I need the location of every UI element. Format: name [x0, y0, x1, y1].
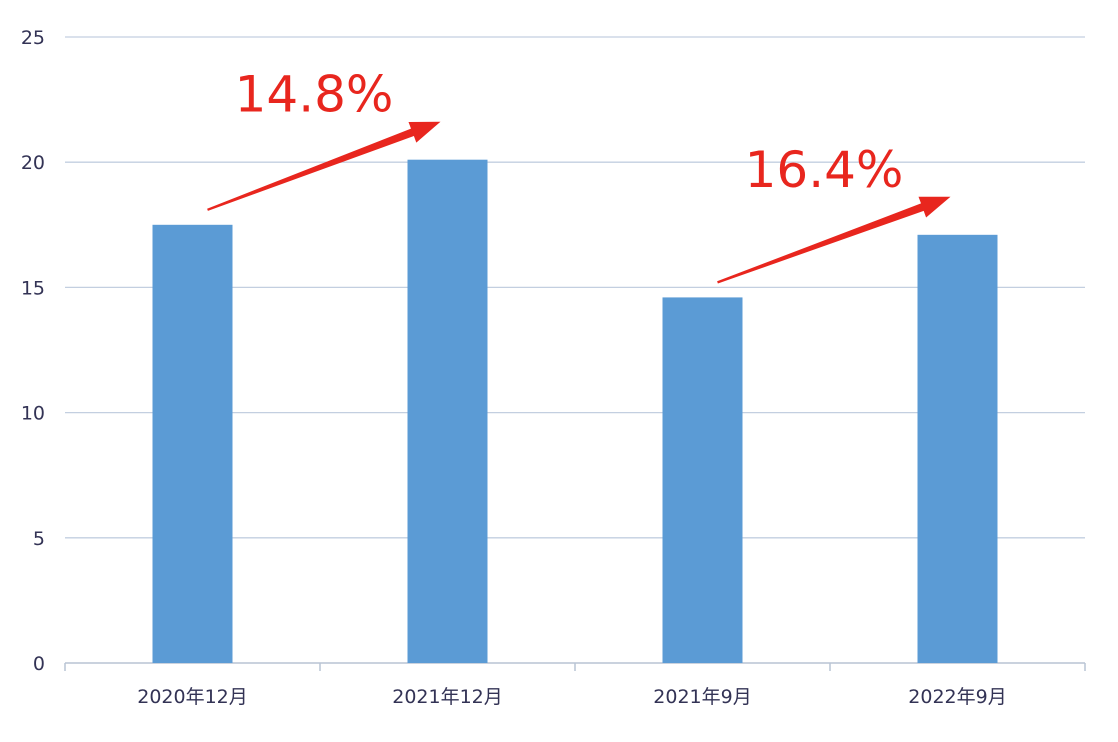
growth-arrow [717, 196, 951, 284]
bar [407, 159, 488, 664]
y-tick-label: 0 [33, 653, 45, 675]
growth-label: 16.4% [745, 141, 904, 199]
annotations: 14.8% 16.4% [207, 66, 951, 284]
growth-label: 14.8% [235, 66, 394, 124]
x-axis [64, 662, 1086, 671]
y-tick-label: 5 [33, 528, 45, 550]
y-tick-label: 10 [21, 403, 45, 425]
y-tick-label: 20 [21, 152, 45, 174]
y-axis-tick-labels: 0 5 10 15 20 25 [21, 27, 45, 675]
bar [917, 234, 998, 664]
x-tick-label: 2021年9月 [653, 686, 751, 708]
bar [152, 224, 233, 664]
x-tick-label: 2020年12月 [137, 686, 248, 708]
x-tick-label: 2022年9月 [908, 686, 1006, 708]
y-tick-label: 25 [21, 27, 45, 49]
x-tick-label: 2021年12月 [392, 686, 503, 708]
y-tick-label: 15 [21, 277, 45, 299]
growth-arrow [207, 121, 441, 211]
x-axis-tick-labels: 2020年12月 2021年12月 2021年9月 2022年9月 [137, 686, 1006, 708]
bar [662, 297, 743, 663]
gridlines [65, 36, 1085, 539]
bars [152, 159, 998, 664]
